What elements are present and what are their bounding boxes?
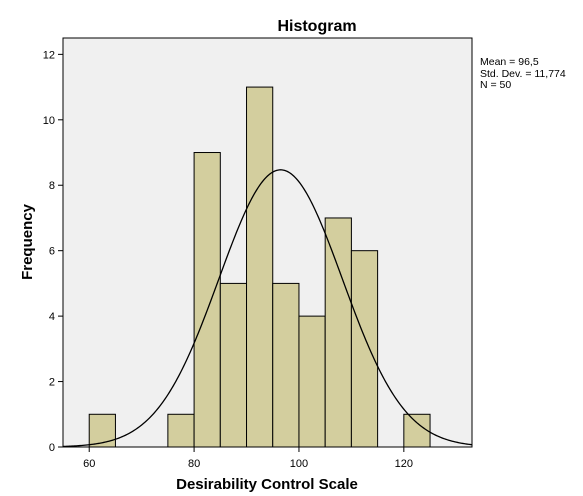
histogram-bar (272, 282, 300, 448)
x-tick-label: 100 (290, 458, 308, 470)
x-tick-label: 80 (188, 458, 200, 470)
histogram-bar (298, 315, 326, 448)
x-axis-ticks: 60 80 100 120 (83, 447, 413, 470)
histogram-bar (219, 282, 248, 448)
x-axis-label: Desirability Control Scale (176, 476, 358, 493)
x-tick-label: 120 (395, 458, 413, 470)
x-tick-label: 60 (83, 458, 95, 470)
stat-mean: Mean = 96,5 (480, 56, 539, 68)
histogram-bar (193, 152, 221, 448)
y-tick-label: 6 (49, 246, 55, 258)
histogram-bar (167, 413, 195, 448)
y-axis-label: Frequency (19, 203, 36, 280)
y-tick-label: 4 (49, 311, 55, 323)
histogram-bar (88, 413, 116, 448)
bars-group (88, 86, 431, 448)
chart-title: Histogram (277, 18, 356, 35)
y-tick-label: 0 (49, 442, 55, 454)
y-tick-label: 12 (43, 49, 55, 61)
stat-n: N = 50 (480, 79, 512, 91)
histogram-bar (403, 413, 431, 448)
normal-curve (62, 169, 473, 448)
histogram-bar (246, 86, 274, 448)
histogram-bar (350, 250, 379, 448)
stat-std-dev: Std. Dev. = 11,774 (480, 67, 566, 80)
stats-box: Mean = 96,5 Std. Dev. = 11,774 N = 50 (480, 56, 566, 92)
y-tick-label: 2 (49, 377, 55, 389)
y-tick-label: 10 (43, 115, 55, 127)
y-axis-ticks: 0 2 4 6 8 10 12 (43, 49, 63, 454)
histogram-bar (324, 217, 352, 448)
y-tick-label: 8 (49, 180, 55, 192)
